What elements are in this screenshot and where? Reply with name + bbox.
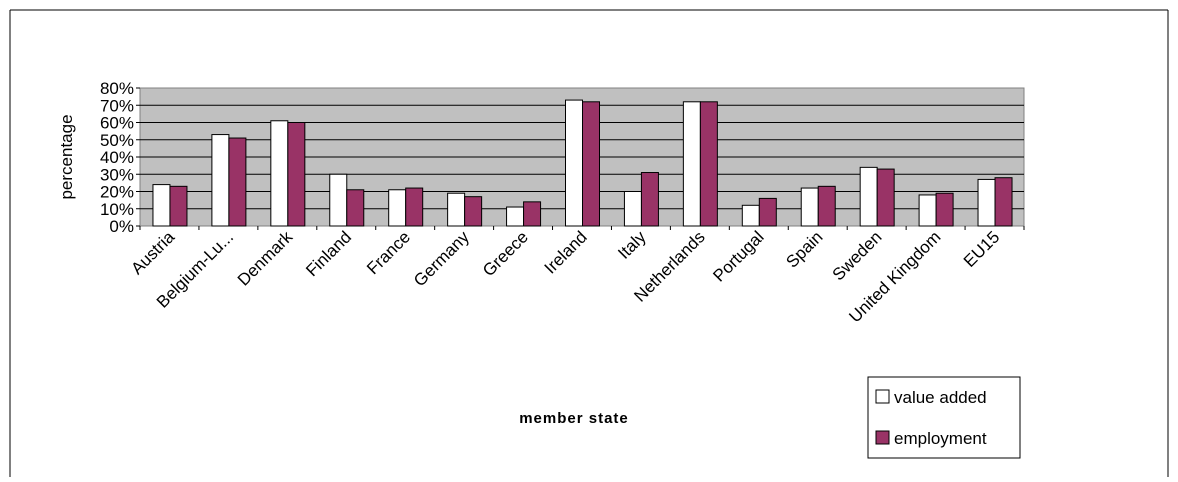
bar-employment bbox=[228, 137, 247, 227]
y-tick-label: 40% bbox=[100, 148, 134, 167]
legend-box bbox=[867, 376, 1021, 459]
bar-value-added bbox=[270, 120, 289, 227]
x-tick-label: Italy bbox=[614, 227, 650, 263]
bar-employment bbox=[346, 189, 365, 227]
bar-value-added bbox=[977, 178, 996, 227]
bars bbox=[152, 99, 1013, 227]
y-tick-label: 80% bbox=[100, 79, 134, 98]
bar-value-added bbox=[447, 192, 466, 227]
x-axis-label: member state bbox=[519, 410, 629, 427]
y-tick-label: 0% bbox=[109, 217, 134, 236]
y-tick-label: 50% bbox=[100, 131, 134, 150]
x-tick-label: Greece bbox=[479, 227, 532, 280]
bar-value-added bbox=[388, 189, 407, 227]
bar-employment bbox=[582, 101, 600, 227]
bar-employment bbox=[817, 185, 836, 227]
bar-value-added bbox=[682, 101, 701, 227]
bar-value-added bbox=[329, 173, 348, 227]
bar-value-added bbox=[918, 194, 937, 227]
bar-employment bbox=[287, 122, 306, 227]
x-tick-label: Portugal bbox=[709, 227, 767, 285]
legend-swatch bbox=[875, 389, 890, 404]
bar-employment bbox=[169, 185, 188, 227]
bar-value-added bbox=[211, 134, 230, 227]
y-tick-label: 10% bbox=[100, 200, 134, 219]
x-tick-label: Spain bbox=[782, 227, 826, 271]
x-tick-label: Finland bbox=[302, 227, 355, 280]
bar-employment bbox=[523, 201, 542, 227]
x-tick-label: Ireland bbox=[541, 227, 591, 277]
bar-employment bbox=[994, 177, 1013, 227]
x-tick-label: EU15 bbox=[960, 227, 1004, 271]
bar-employment bbox=[935, 192, 954, 227]
x-tick-label: Germany bbox=[410, 227, 473, 290]
y-tick-label: 20% bbox=[100, 183, 134, 202]
bar-employment bbox=[876, 168, 895, 227]
bar-value-added bbox=[800, 187, 819, 227]
x-tick-label: France bbox=[363, 227, 414, 278]
x-tick-label: Denmark bbox=[234, 227, 297, 290]
bar-employment bbox=[405, 187, 424, 227]
y-tick-label: 60% bbox=[100, 114, 134, 133]
bar-value-added bbox=[152, 184, 171, 227]
x-tick-label: Austria bbox=[127, 227, 178, 278]
y-axis-ticks: 0%10%20%30%40%50%60%70%80% bbox=[100, 79, 140, 236]
y-tick-label: 30% bbox=[100, 165, 134, 184]
bar-employment bbox=[699, 101, 718, 227]
bar-value-added bbox=[859, 166, 878, 227]
y-axis-label: percentage bbox=[57, 114, 76, 199]
bar-employment bbox=[640, 172, 659, 227]
legend: value added employment bbox=[875, 388, 987, 448]
bar-value-added bbox=[623, 191, 642, 227]
legend-swatch bbox=[875, 430, 890, 445]
bar-value-added bbox=[741, 204, 760, 227]
legend-label: value added bbox=[894, 388, 987, 407]
legend-label: employment bbox=[894, 429, 987, 448]
bar-value-added bbox=[565, 99, 583, 227]
bar-employment bbox=[758, 197, 777, 227]
x-tick-label: Sweden bbox=[829, 227, 886, 284]
bar-value-added bbox=[506, 206, 525, 227]
y-tick-label: 70% bbox=[100, 96, 134, 115]
bar-employment bbox=[464, 196, 483, 227]
